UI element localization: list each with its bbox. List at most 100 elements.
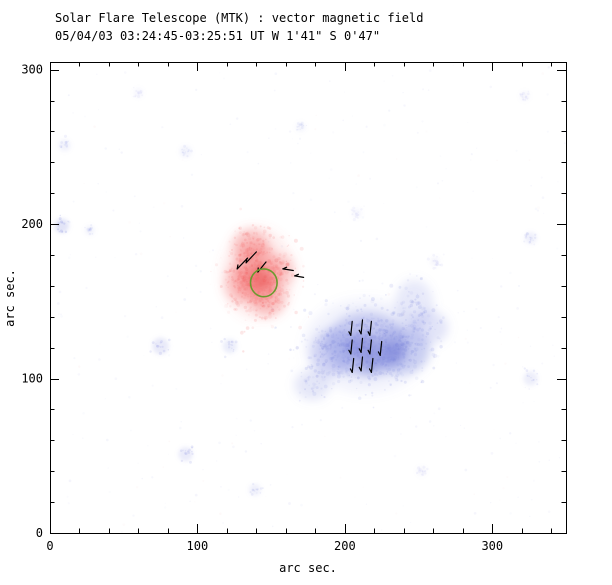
speckle-dot: [159, 341, 162, 344]
vector-shaft: [350, 320, 353, 336]
texture-dot: [387, 346, 392, 351]
texture-dot: [387, 347, 390, 350]
noise-dot: [97, 109, 100, 111]
texture-dot: [381, 371, 385, 375]
texture-dot: [229, 252, 234, 256]
texture-dot: [402, 353, 406, 357]
noise-dot: [533, 480, 535, 482]
texture-dot: [398, 351, 401, 355]
texture-dot: [429, 327, 432, 330]
texture-dot: [311, 376, 315, 379]
speckle-dot: [536, 379, 538, 381]
texture-dot: [378, 342, 382, 346]
speckle-dot: [184, 452, 188, 456]
texture-dot: [405, 324, 407, 327]
noise-dot: [293, 308, 295, 311]
speckle-dot: [300, 123, 302, 126]
texture-dot: [368, 340, 371, 342]
noise-dot: [269, 484, 272, 486]
speckle-dot: [223, 337, 226, 341]
texture-dot: [229, 293, 233, 297]
texture-dot: [259, 307, 262, 310]
speckle-dot: [191, 452, 194, 455]
texture-dot: [269, 280, 273, 284]
texture-dot: [232, 280, 236, 284]
texture-dot: [363, 342, 365, 344]
speckle-dot: [528, 388, 530, 390]
speckle-dot: [436, 260, 440, 264]
texture-dot: [342, 359, 346, 363]
texture-dot: [359, 297, 361, 300]
speckle-dot: [91, 233, 94, 235]
texture-dot: [339, 339, 343, 342]
speckle-dot: [57, 228, 60, 231]
texture-dot: [261, 304, 264, 307]
speckle-dot: [232, 348, 235, 351]
texture-dot: [363, 323, 368, 328]
texture-dot: [334, 326, 338, 329]
noise-dot: [128, 221, 131, 224]
speckle-dot: [530, 239, 532, 242]
speckle-dot: [61, 230, 64, 233]
texture-dot: [358, 320, 362, 324]
texture-dot: [253, 261, 256, 264]
texture-dot: [370, 299, 375, 304]
texture-dot: [377, 356, 382, 360]
texture-dot: [341, 334, 344, 336]
texture-dot: [387, 343, 391, 346]
speckle-dot: [435, 262, 439, 267]
noise-dot: [290, 369, 294, 373]
texture-dot: [255, 252, 260, 257]
texture-dot: [307, 356, 311, 360]
noise-dot: [139, 252, 143, 256]
texture-dot: [239, 300, 243, 305]
vector-shaft: [245, 251, 257, 264]
texture-dot: [315, 386, 319, 390]
texture-dot: [270, 294, 274, 298]
texture-dot: [320, 354, 325, 358]
texture-dot: [319, 356, 322, 358]
texture-dot: [381, 282, 384, 285]
speckle-dot: [156, 344, 160, 348]
texture-dot: [255, 277, 259, 281]
texture-dot: [246, 301, 250, 304]
texture-dot: [417, 343, 421, 346]
texture-dot: [406, 279, 410, 282]
texture-dot: [240, 269, 243, 272]
noise-dot: [211, 341, 213, 344]
noise-dot: [463, 427, 466, 429]
texture-dot: [331, 339, 336, 344]
noise-dot: [67, 496, 69, 498]
speckle-dot: [521, 93, 524, 96]
plot-subtitle: 05/04/03 03:24:45-03:25:51 UT W 1'41" S …: [55, 29, 380, 43]
vector-shaft: [369, 339, 372, 355]
speckle-dot: [63, 222, 66, 225]
texture-dot: [317, 340, 321, 345]
axes-frame: [50, 62, 567, 534]
texture-dot: [386, 308, 389, 312]
texture-dot: [409, 303, 413, 308]
noise-dot: [291, 138, 293, 140]
noise-dot: [291, 426, 294, 429]
noise-dot: [60, 315, 63, 318]
speckle-dot: [180, 459, 184, 463]
texture-dot: [393, 336, 395, 338]
texture-dot: [357, 344, 362, 349]
noise-dot: [506, 475, 509, 479]
texture-dot: [256, 264, 261, 269]
texture-dot: [252, 308, 255, 311]
noise-dot: [104, 147, 107, 150]
texture-dot: [409, 313, 413, 317]
texture-dot: [320, 387, 323, 390]
texture-dot: [372, 341, 375, 344]
vector-barb: [368, 368, 372, 373]
texture-dot: [350, 358, 354, 362]
texture-dot: [268, 291, 272, 295]
texture-dot: [348, 358, 351, 361]
texture-dot: [255, 309, 258, 312]
noise-dot: [332, 131, 334, 133]
texture-dot: [313, 355, 316, 358]
texture-dot: [239, 253, 242, 256]
texture-dot: [345, 342, 347, 344]
texture-dot: [246, 253, 250, 257]
